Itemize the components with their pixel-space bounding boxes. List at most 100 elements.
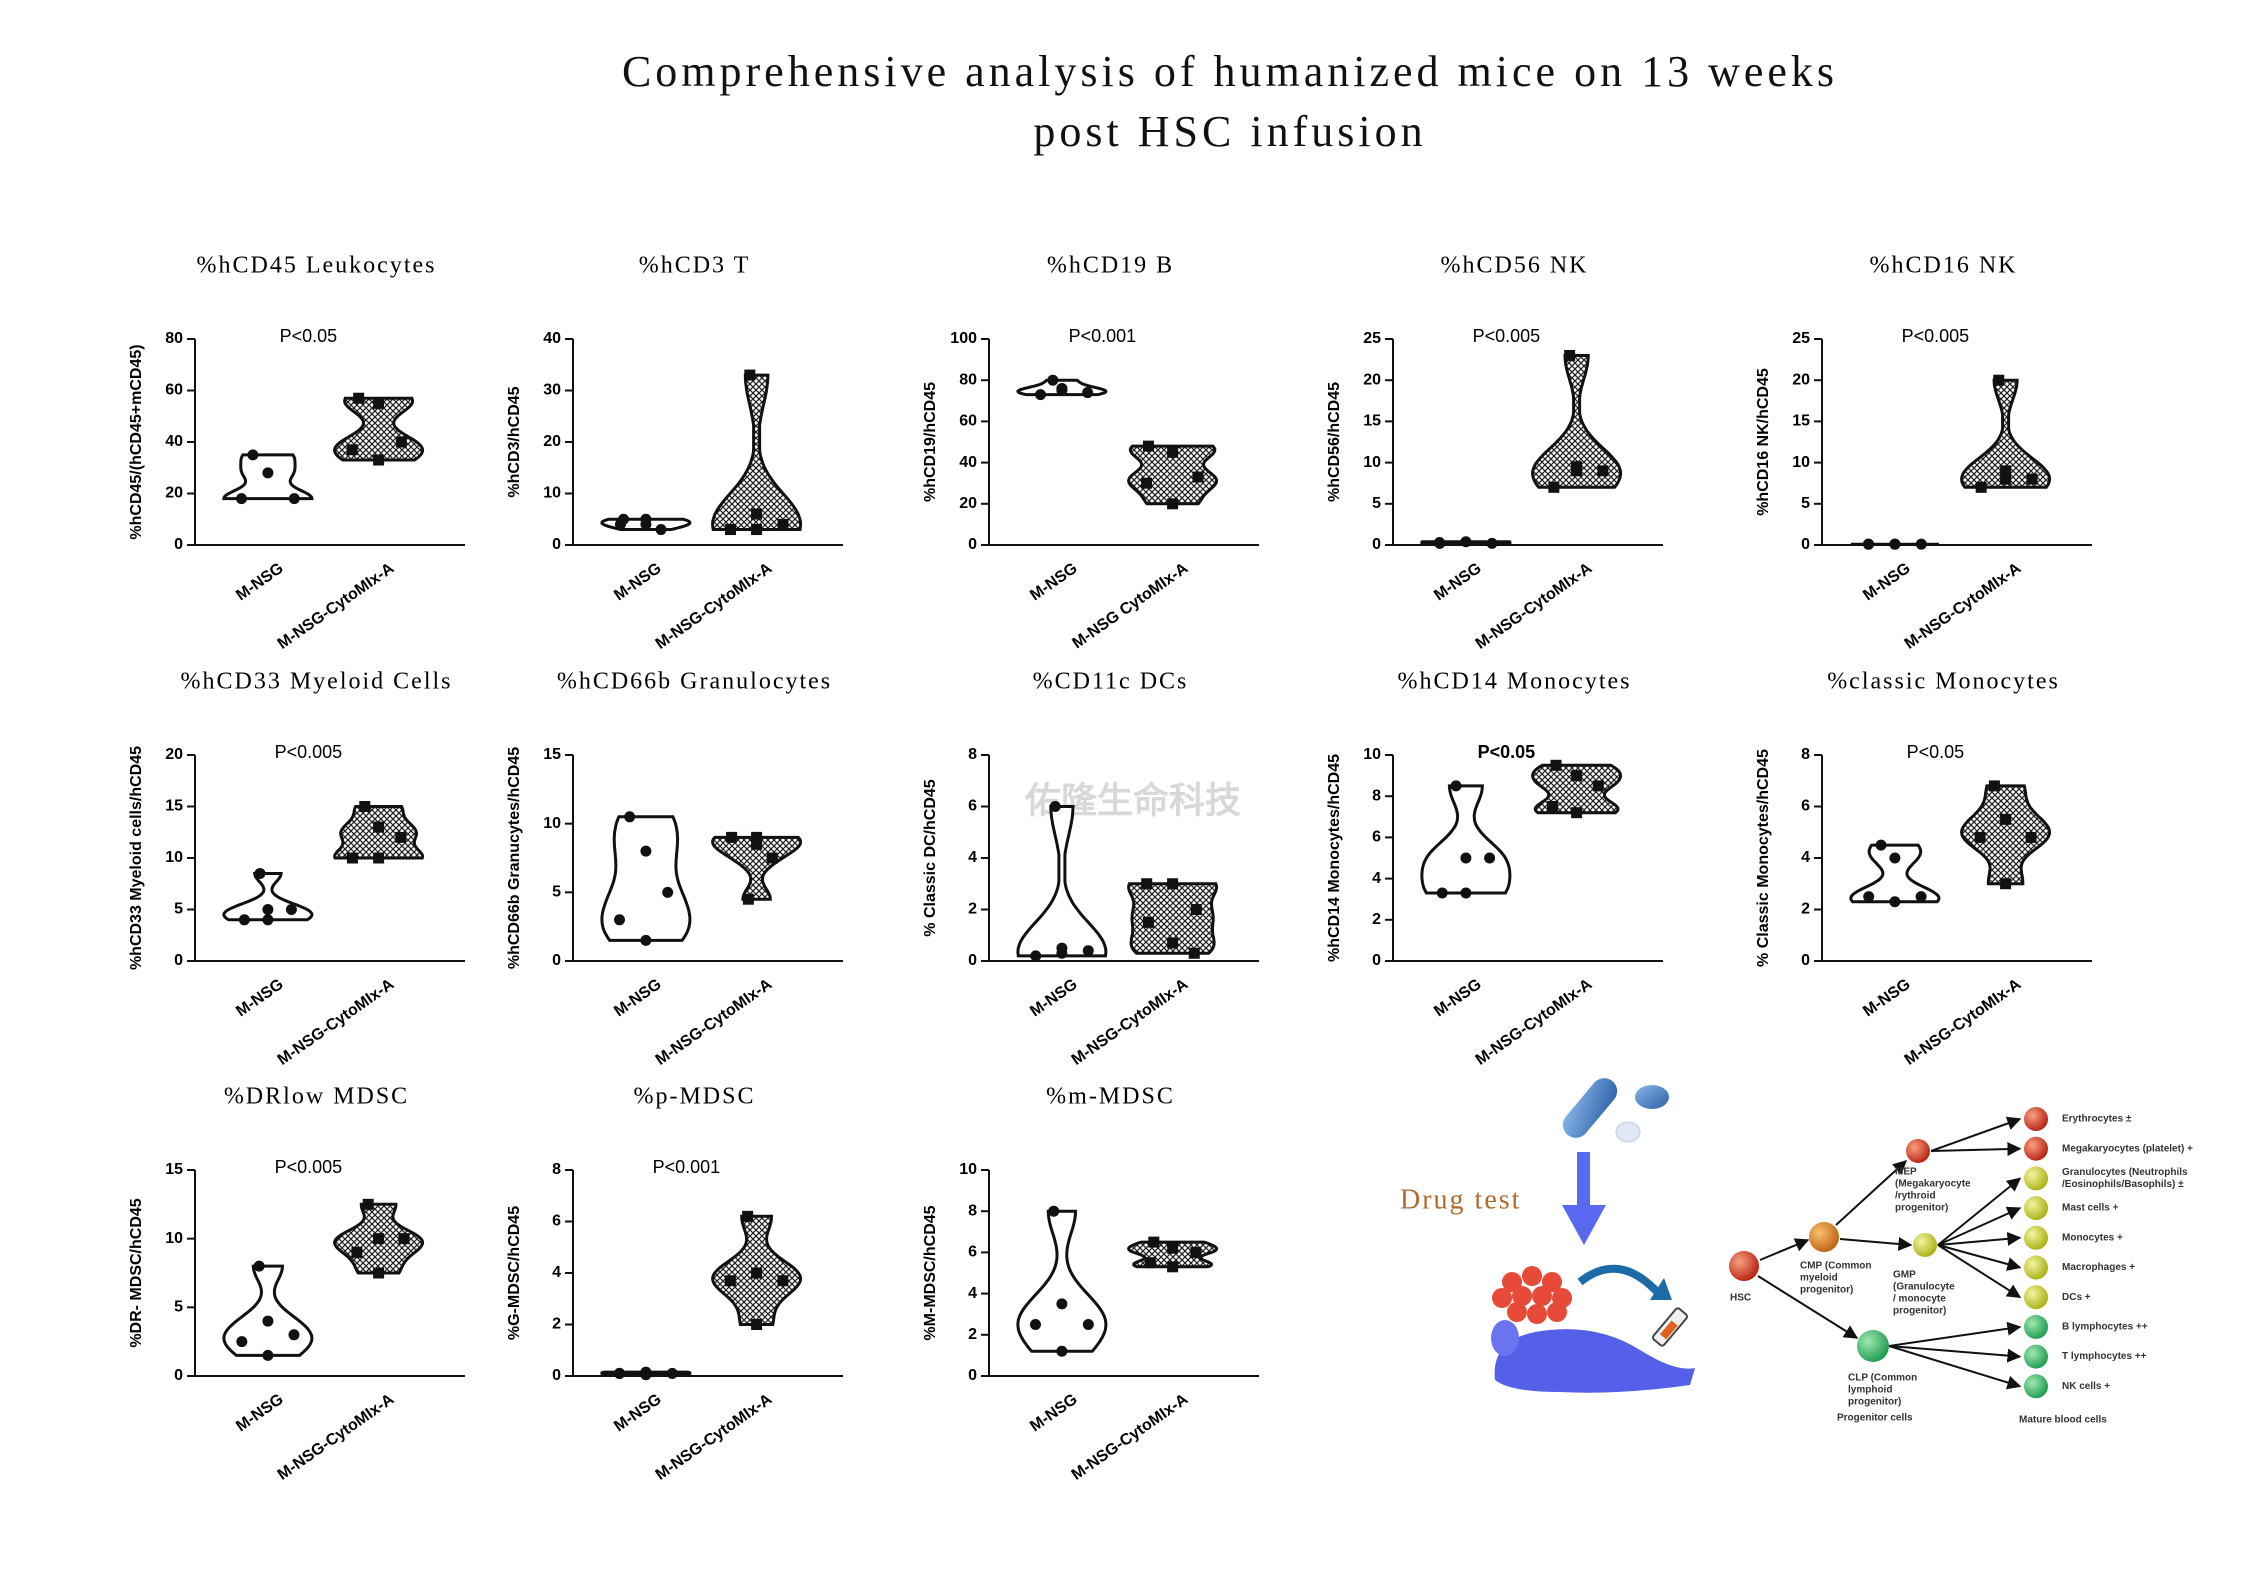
chart-title: %m-MDSC	[1046, 1084, 1175, 1110]
arrow	[1937, 1244, 2022, 1271]
p-value: P<0.005	[275, 1157, 343, 1177]
violin-chart: 0 20 40 60 80 100 %hCD19 B P<0.001 %hCD19/hCD45 M…	[922, 253, 1259, 653]
data-point	[751, 838, 763, 850]
x-tick-label: M-NSG-CytoMIx-A	[275, 976, 398, 1069]
p-value: P<0.05	[1907, 742, 1965, 762]
violin-chart: 0 2 4 6 8 %CD11c DCs % Classic DC/hCD45 M-NSGM-…	[922, 669, 1259, 1069]
data-point	[2026, 473, 2038, 485]
data-point	[1564, 349, 1576, 361]
data-point	[662, 886, 674, 898]
data-point	[262, 467, 274, 479]
data-point	[777, 518, 789, 530]
data-point	[1167, 937, 1179, 949]
x-tick-label: M-NSG-CytoMIx-A	[653, 976, 776, 1069]
y-tick-label: 8	[968, 746, 977, 763]
violin	[1531, 763, 1623, 815]
violin-chart: 0 10 20 30 40 %hCD3 T %hCD3/hCD45 M-NSGM-NSG-Cy…	[506, 253, 843, 653]
y-tick-label: 25	[1792, 330, 1810, 347]
data-point	[1188, 947, 1200, 959]
data-point	[262, 904, 274, 915]
x-tick-label: M-NSG	[611, 560, 664, 605]
data-point	[742, 1210, 754, 1222]
y-tick-label: 4	[1372, 870, 1381, 887]
data-point	[288, 493, 300, 505]
data-point	[395, 831, 407, 843]
data-point	[1571, 770, 1583, 782]
y-axis-label: %M-MDSC/hCD45	[922, 1205, 939, 1340]
y-axis-label: %hCD33 Myeloid cells/hCD45	[128, 746, 145, 970]
y-axis-label: %DR- MDSC/hCD45	[128, 1198, 145, 1347]
data-point	[640, 513, 652, 525]
mature-cell	[2024, 1225, 2048, 1250]
mature-cell	[2024, 1314, 2048, 1339]
arrow	[1759, 1238, 1810, 1261]
data-point	[1082, 1319, 1094, 1330]
progenitor-label: progenitor)	[1800, 1285, 1853, 1296]
mature-cell	[2024, 1374, 2048, 1399]
y-axis-label: % Classic DC/hCD45	[922, 779, 939, 936]
p-value: P<0.05	[280, 326, 338, 346]
y-tick-label: 25	[1363, 330, 1381, 347]
x-tick-label: M-NSG	[1027, 976, 1080, 1021]
x-tick-label: M-NSG CytoMIx-A	[1069, 560, 1191, 653]
data-point	[1029, 1319, 1041, 1330]
progenitor-label: /rythroid	[1895, 1191, 1936, 1202]
y-tick-label: 5	[1801, 495, 1810, 512]
data-point	[1993, 374, 2005, 386]
violin	[1960, 784, 2052, 886]
arrow	[1888, 1321, 2022, 1347]
y-tick-label: 4	[968, 1285, 977, 1302]
data-point	[1167, 1242, 1179, 1254]
violin	[1420, 784, 1512, 895]
data-point	[238, 914, 250, 926]
curved-arrow	[1577, 1264, 1663, 1298]
violin	[1849, 843, 1941, 904]
data-point	[351, 1246, 363, 1258]
syringe-fill	[1659, 1320, 1678, 1340]
y-tick-label: 0	[968, 1367, 977, 1384]
arrow	[1930, 1116, 2022, 1152]
y-tick-label: 40	[543, 330, 561, 347]
data-point	[1056, 385, 1068, 396]
y-tick-label: 15	[1792, 413, 1810, 430]
y-tick-label: 80	[165, 330, 183, 347]
data-point	[1167, 878, 1179, 890]
violin	[1016, 805, 1108, 958]
mouse-ear	[1491, 1320, 1519, 1356]
data-point	[1192, 471, 1204, 483]
chart-title: %hCD19 B	[1047, 253, 1174, 279]
x-tick-label: M-NSG-CytoMIx-A	[1069, 1391, 1192, 1484]
mature-label: NK cells +	[2062, 1381, 2110, 1392]
y-tick-label: 60	[165, 382, 183, 399]
data-point	[1142, 916, 1154, 928]
mature-cell	[2024, 1166, 2048, 1191]
y-tick-label: 15	[1363, 413, 1381, 430]
y-tick-label: 20	[959, 495, 977, 512]
progenitor-label: CLP (Common	[1848, 1373, 1917, 1384]
data-point	[1190, 904, 1202, 915]
data-point	[1571, 807, 1583, 819]
data-point	[1863, 538, 1874, 550]
p-value: P<0.005	[275, 742, 343, 762]
y-tick-label: 2	[552, 1316, 561, 1333]
mature-label: Monocytes +	[2062, 1232, 2123, 1243]
data-point	[359, 801, 371, 812]
data-point	[655, 524, 667, 536]
data-point	[1974, 831, 1986, 843]
progenitor-label: myeloid	[1800, 1273, 1838, 1284]
arrow	[1937, 1244, 2022, 1299]
y-tick-label: 0	[968, 536, 977, 553]
data-point	[1597, 465, 1609, 477]
chart-title: %DRlow MDSC	[224, 1084, 409, 1110]
data-point	[1167, 1261, 1179, 1273]
violin-chart: 0 5 10 15 20 %hCD33 Myeloid Cells P<0.005 %hCD3…	[128, 669, 465, 1069]
drug-test-label: Drug test	[1400, 1184, 1521, 1215]
x-tick-label: M-NSG	[1027, 1391, 1080, 1436]
violin-chart: 0 5 10 15 %hCD66b Granulocytes %hCD66b Granuc…	[506, 669, 843, 1069]
violin	[711, 373, 803, 531]
y-tick-label: 6	[968, 798, 977, 815]
violin-chart: 0 20 40 60 80 %hCD45 Leukocytes P<0.05 %hCD45/(…	[128, 253, 465, 653]
y-tick-label: 10	[1363, 454, 1381, 471]
violin	[711, 835, 803, 901]
